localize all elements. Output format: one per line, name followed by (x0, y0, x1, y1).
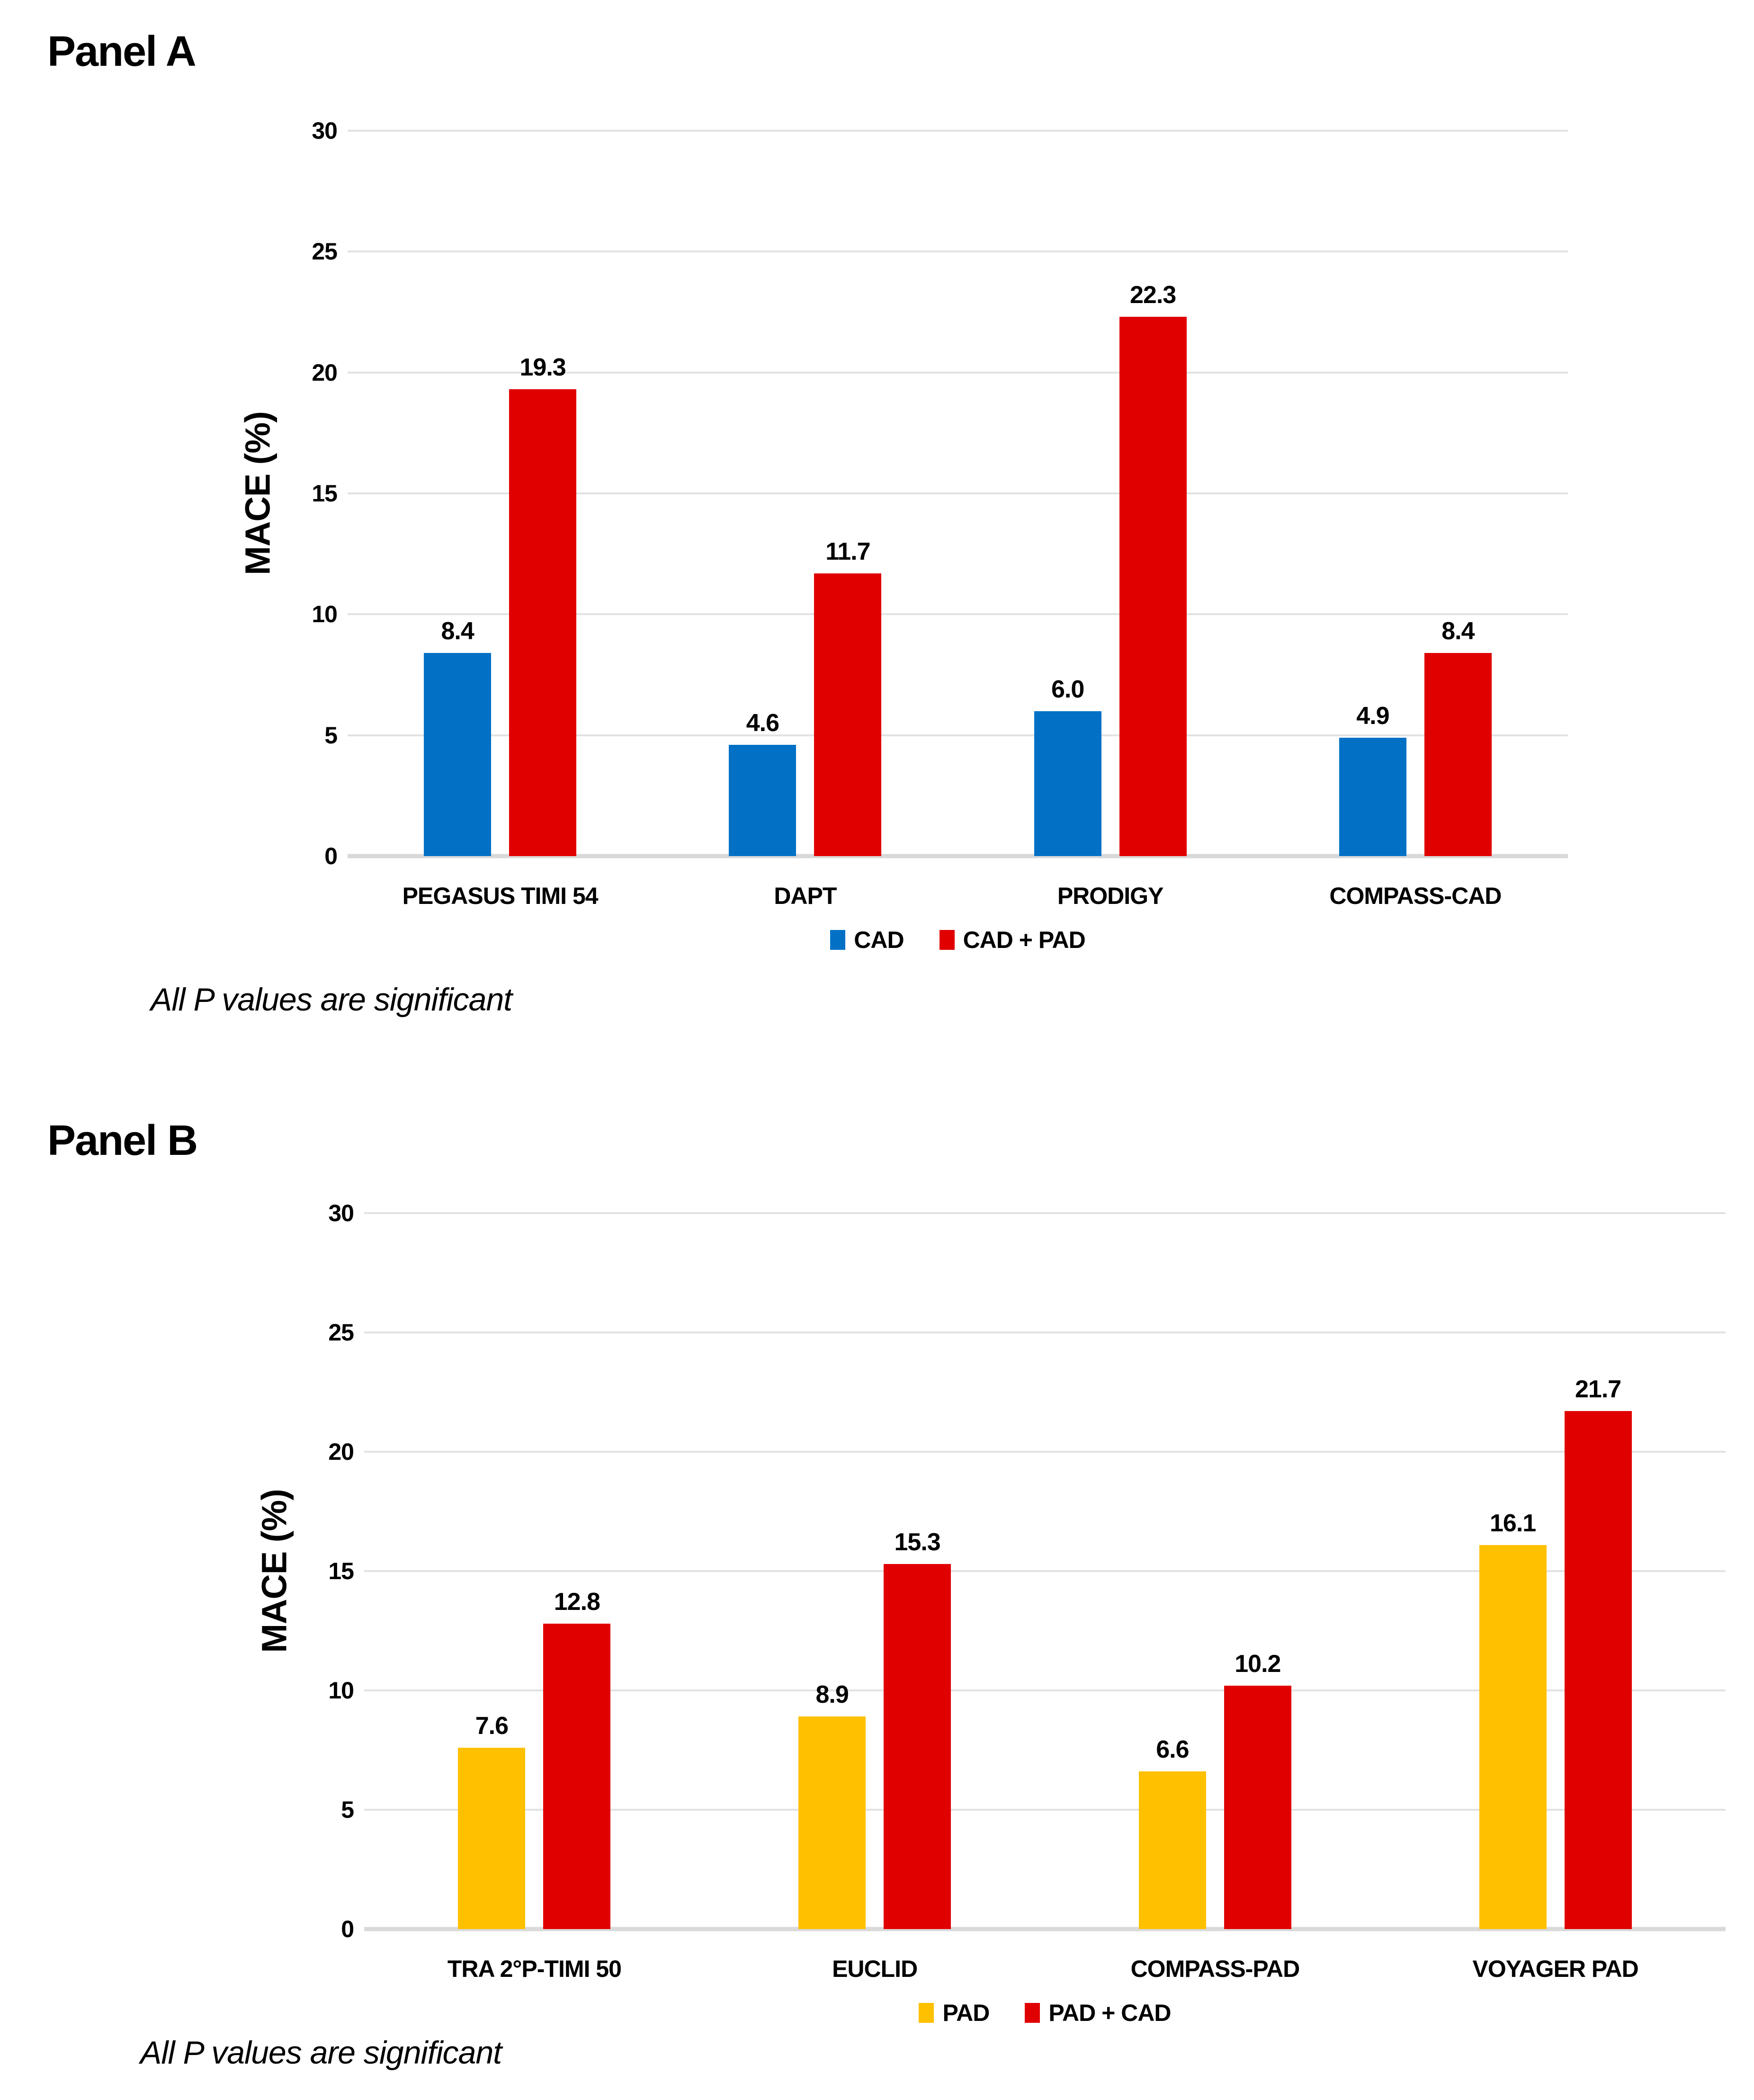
legend-item-cad: CAD (830, 926, 904, 954)
category-label-prodigy: PRODIGY (1057, 883, 1164, 909)
legend-swatch-cad (830, 930, 846, 950)
panel-b-footnote: All P values are significant (140, 2035, 502, 2071)
panel-a-footnote: All P values are significant (151, 982, 512, 1018)
value-label: 8.4 (1441, 617, 1475, 645)
gridline (364, 1689, 1726, 1691)
bar-pad-cad-tra-2-p-timi-50 (543, 1623, 611, 1929)
category-label-euclid: EUCLID (832, 1956, 918, 1982)
value-label: 15.3 (894, 1528, 941, 1556)
bar-cad-dapt (729, 745, 796, 856)
y-tick-label: 5 (341, 1796, 354, 1823)
gridline (348, 250, 1568, 253)
value-label: 4.9 (1356, 702, 1389, 730)
bar-pad-cad-compass-pad (1224, 1685, 1291, 1929)
panel-b-y-axis-title: MACE (%) (254, 1489, 294, 1653)
panel-a-plot-area: 0 5 10 15 20 25 30 PEGASUS TIMI 54 8.4 19.3 DAPT 4.… (312, 119, 1568, 909)
gridline (364, 1451, 1726, 1453)
panel-a-chart: MACE (%) 0 5 10 15 20 25 30 PEGASUS TIMI 54 8.4 1… (238, 119, 1568, 953)
category-label-pegasus-timi-54: PEGASUS TIMI 54 (402, 883, 599, 909)
bar-pad-compass-pad (1138, 1771, 1206, 1929)
y-tick-label: 0 (324, 843, 338, 869)
legend-label-pad: PAD (942, 2000, 990, 2026)
bar-pad-euclid (798, 1716, 866, 1929)
bar-pad-voyager-pad (1479, 1545, 1547, 1929)
value-label: 6.0 (1051, 675, 1084, 703)
value-label: 8.9 (815, 1681, 849, 1709)
gridline (348, 371, 1568, 374)
category-label-tra-2-p-timi-50: TRA 2°P-TIMI 50 (447, 1956, 622, 1982)
bar-pad-cad-euclid (884, 1564, 951, 1929)
y-tick-label: 30 (312, 117, 338, 144)
y-tick-label: 30 (328, 1200, 354, 1226)
panel-b-title: Panel B (47, 1117, 198, 1164)
bar-cad-pad-prodigy (1119, 317, 1187, 856)
category-label-voyager-pad: VOYAGER PAD (1472, 1956, 1639, 1982)
y-tick-label: 0 (341, 1916, 354, 1942)
category-label-compass-pad: COMPASS-PAD (1130, 1956, 1300, 1982)
category-label-dapt: DAPT (774, 883, 837, 909)
category-label-compass-cad: COMPASS-CAD (1329, 883, 1502, 909)
value-label: 4.6 (746, 709, 779, 737)
panel-a-title: Panel A (47, 28, 197, 75)
gridline (364, 1212, 1726, 1214)
y-tick-label: 10 (312, 601, 338, 628)
legend-swatch-cad-pad (939, 930, 955, 950)
gridline (348, 734, 1568, 736)
y-tick-label: 20 (328, 1439, 354, 1465)
panel-b-chart: MACE (%) 0 5 10 15 20 25 30 TRA 2°P-TIMI 50 7.6 1… (255, 1201, 1726, 2026)
y-tick-label: 20 (312, 359, 338, 386)
bar-cad-pad-compass-cad (1424, 653, 1492, 856)
legend-item-pad: PAD (919, 1999, 990, 2027)
x-axis-line (364, 1927, 1726, 1931)
bar-cad-prodigy (1034, 711, 1101, 856)
y-tick-label: 5 (324, 722, 338, 749)
value-label: 12.8 (554, 1588, 600, 1616)
panel-b-legend: PAD PAD + CAD (364, 1999, 1726, 2027)
gridline (364, 1570, 1726, 1572)
bar-cad-compass-cad (1339, 737, 1406, 856)
legend-label-pad-cad: PAD + CAD (1048, 2000, 1171, 2026)
legend-swatch-pad (919, 2003, 934, 2023)
bar-cad-pegasus-timi-54 (424, 653, 492, 856)
y-tick-label: 10 (328, 1677, 354, 1704)
legend-swatch-pad-cad (1025, 2003, 1040, 2023)
x-axis-line (348, 854, 1568, 858)
legend-item-pad-cad: PAD + CAD (1025, 1999, 1172, 2027)
value-label: 22.3 (1130, 281, 1176, 309)
value-label: 7.6 (475, 1712, 509, 1740)
panel-a-legend: CAD CAD + PAD (348, 926, 1568, 954)
legend-label-cad-pad: CAD + PAD (963, 927, 1086, 953)
legend-label-cad: CAD (854, 927, 904, 953)
y-tick-label: 15 (328, 1558, 354, 1584)
gridline (364, 1331, 1726, 1333)
y-tick-label: 25 (328, 1319, 354, 1346)
value-label: 21.7 (1575, 1376, 1621, 1403)
bar-pad-tra-2-p-timi-50 (458, 1747, 526, 1929)
value-label: 10.2 (1235, 1650, 1281, 1678)
value-label: 19.3 (519, 354, 566, 382)
value-label: 16.1 (1490, 1509, 1536, 1537)
gridline (348, 613, 1568, 616)
bar-cad-pad-pegasus-timi-54 (509, 389, 577, 856)
bar-pad-cad-voyager-pad (1564, 1411, 1632, 1929)
gridline (348, 492, 1568, 494)
panel-a-y-axis-title: MACE (%) (238, 411, 277, 575)
y-tick-label: 25 (312, 238, 338, 265)
value-label: 11.7 (825, 537, 870, 565)
panel-b-plot-area: 0 5 10 15 20 25 30 TRA 2°P-TIMI 50 7.6 12.8 EUCLID… (328, 1201, 1726, 1982)
legend-item-cad-pad: CAD + PAD (939, 926, 1086, 954)
gridline (348, 130, 1568, 132)
value-label: 8.4 (441, 617, 474, 645)
gridline (364, 1809, 1726, 1811)
value-label: 6.6 (1156, 1736, 1189, 1764)
y-tick-label: 15 (312, 480, 338, 507)
bar-cad-pad-dapt (814, 573, 882, 856)
